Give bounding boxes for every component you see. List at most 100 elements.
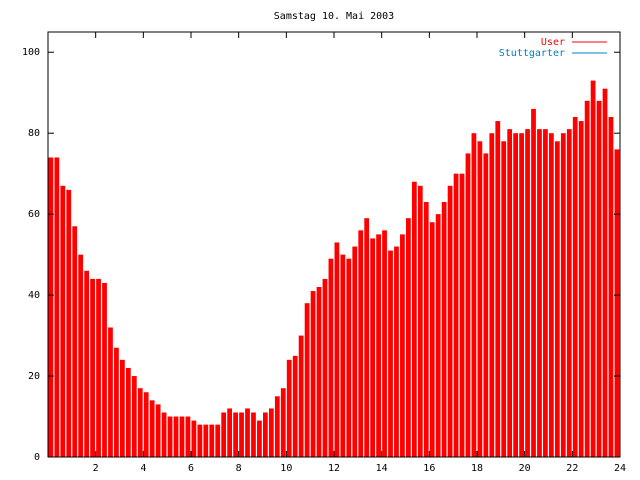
bar xyxy=(560,133,566,457)
y-tick-label: 20 xyxy=(28,371,40,382)
bar xyxy=(179,416,185,457)
x-tick-label: 22 xyxy=(566,463,578,474)
bar xyxy=(125,367,131,457)
bar xyxy=(304,303,310,457)
x-tick-label: 6 xyxy=(188,463,194,474)
bar xyxy=(358,230,364,457)
bar xyxy=(495,121,501,458)
bar xyxy=(477,141,483,458)
bar xyxy=(423,202,429,457)
bar xyxy=(66,189,72,457)
bar xyxy=(155,404,161,457)
bar xyxy=(340,254,346,457)
bar xyxy=(382,230,387,457)
bar xyxy=(209,424,215,457)
bar xyxy=(417,185,423,458)
bar xyxy=(114,347,119,457)
bar xyxy=(143,392,149,457)
bar xyxy=(263,412,268,457)
bar xyxy=(447,185,453,458)
bar xyxy=(78,254,84,457)
bar xyxy=(328,258,334,457)
bar xyxy=(72,226,78,457)
bar xyxy=(513,133,519,457)
bar xyxy=(60,185,66,458)
bar xyxy=(525,129,530,457)
bar xyxy=(459,173,465,457)
bar xyxy=(394,246,399,457)
bar xyxy=(233,412,238,457)
bar xyxy=(453,173,459,457)
y-tick-label: 80 xyxy=(28,128,40,139)
bar xyxy=(137,388,143,457)
y-tick-label: 100 xyxy=(22,47,40,58)
bar xyxy=(519,133,524,457)
bar xyxy=(364,218,370,457)
bar xyxy=(322,278,328,457)
bar xyxy=(280,388,286,457)
bar xyxy=(197,424,203,457)
bar xyxy=(334,242,340,457)
bar xyxy=(203,424,209,457)
bar xyxy=(483,153,489,457)
bar xyxy=(352,246,358,457)
bar xyxy=(543,129,548,457)
bar xyxy=(185,416,191,457)
bar xyxy=(596,100,602,458)
bar xyxy=(215,424,221,457)
bar xyxy=(376,234,381,457)
bar xyxy=(48,157,54,457)
bar xyxy=(274,396,280,457)
bar xyxy=(411,181,417,457)
bar xyxy=(572,117,578,457)
bar xyxy=(566,129,572,457)
bar xyxy=(608,117,614,457)
bar xyxy=(108,327,113,457)
bar xyxy=(131,376,137,457)
bar xyxy=(102,282,107,457)
bar xyxy=(435,214,441,457)
bar xyxy=(292,355,298,457)
bar xyxy=(441,202,447,457)
bar xyxy=(501,141,507,458)
bar xyxy=(191,420,197,457)
bar xyxy=(590,80,596,458)
legend-label: User xyxy=(541,37,565,48)
bar xyxy=(227,408,233,457)
bar xyxy=(90,278,95,457)
x-tick-label: 18 xyxy=(471,463,483,474)
bar xyxy=(251,412,256,457)
bar xyxy=(54,157,60,457)
bar xyxy=(96,278,101,457)
bar xyxy=(286,359,292,457)
x-tick-label: 14 xyxy=(376,463,388,474)
x-tick-label: 2 xyxy=(93,463,99,474)
y-tick-label: 0 xyxy=(34,452,40,463)
bar xyxy=(465,153,471,457)
bar xyxy=(221,412,227,457)
bar xyxy=(602,88,608,458)
bar xyxy=(406,218,411,457)
x-tick-label: 24 xyxy=(614,463,626,474)
x-tick-label: 20 xyxy=(519,463,531,474)
bar xyxy=(268,408,274,457)
y-tick-label: 40 xyxy=(28,290,40,301)
bar xyxy=(239,412,244,457)
bar xyxy=(120,359,125,457)
bar xyxy=(316,287,322,457)
bar xyxy=(149,400,155,457)
bar xyxy=(489,133,495,457)
x-tick-label: 10 xyxy=(280,463,292,474)
bar xyxy=(400,234,405,457)
bar xyxy=(173,416,179,457)
bar xyxy=(257,420,262,457)
bar xyxy=(614,149,620,457)
bar xyxy=(554,141,560,458)
bar xyxy=(346,258,352,457)
x-tick-label: 16 xyxy=(423,463,435,474)
x-tick-label: 4 xyxy=(140,463,146,474)
legend-label: Stuttgarter xyxy=(499,48,565,59)
x-tick-label: 8 xyxy=(236,463,242,474)
